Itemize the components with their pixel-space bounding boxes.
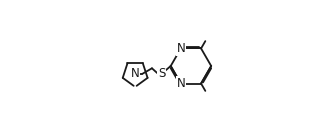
Text: N: N xyxy=(131,67,139,80)
Text: N: N xyxy=(176,42,185,55)
Text: N: N xyxy=(176,77,185,90)
Text: S: S xyxy=(158,67,165,80)
